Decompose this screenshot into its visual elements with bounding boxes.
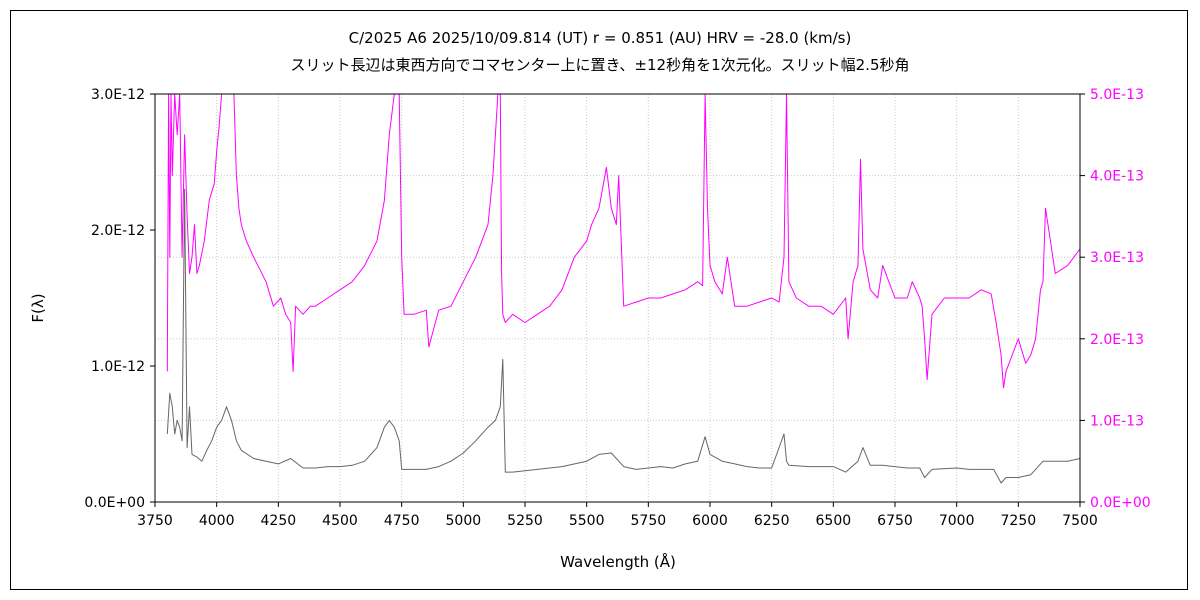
y2-tick-label: 2.0E-13 [1090,332,1144,348]
x-tick-label: 7000 [939,513,975,529]
x-tick-label: 5750 [631,513,667,529]
y2-tick-label: 3.0E-13 [1090,250,1144,266]
tick-layer: 3750 4000 4250 4500 4750 5000 5250 5500 5750 6000… [84,87,1150,529]
x-tick-label: 6750 [877,513,913,529]
y-tick-label: 2.0E-12 [91,223,145,239]
x-tick-label: 4750 [384,513,420,529]
x-tick-label: 4250 [261,513,297,529]
chart-frame: C/2025 A6 2025/10/09.814 (UT) r = 0.851 … [10,10,1188,590]
y-axis-label: F(λ) [29,293,47,322]
y2-tick-label: 4.0E-13 [1090,169,1144,185]
x-tick-label: 5250 [507,513,543,529]
x-tick-label: 5000 [446,513,482,529]
series-line-secondary [166,93,1081,389]
chart-subtitle: スリット長辺は東西方向でコマセンター上に置き、±12秒角を1次元化。スリット幅2… [290,56,909,74]
spectrum-chart: C/2025 A6 2025/10/09.814 (UT) r = 0.851 … [29,29,1151,571]
x-tick-label: 7250 [1001,513,1037,529]
x-tick-label: 6000 [692,513,728,529]
x-tick-label: 6500 [816,513,852,529]
x-tick-label: 7500 [1062,513,1098,529]
y2-tick-label: 5.0E-13 [1090,87,1144,103]
series-line-primary [166,188,1081,484]
y-tick-label: 1.0E-12 [91,359,145,375]
x-tick-label: 4500 [322,513,358,529]
x-axis-label: Wavelength (Å) [560,552,676,571]
y2-tick-label: 1.0E-13 [1090,413,1144,429]
plot-area-border [154,93,1081,503]
y-tick-label: 0.0E+00 [84,495,145,511]
x-tick-label: 5500 [569,513,605,529]
x-tick-label: 3750 [137,513,173,529]
y2-tick-label: 0.0E+00 [1090,495,1151,511]
series-layer [166,93,1081,484]
chart-title: C/2025 A6 2025/10/09.814 (UT) r = 0.851 … [349,29,852,47]
x-tick-label: 6250 [754,513,790,529]
grid-layer [155,94,1080,502]
y-tick-label: 3.0E-12 [91,87,145,103]
x-tick-label: 4000 [199,513,235,529]
